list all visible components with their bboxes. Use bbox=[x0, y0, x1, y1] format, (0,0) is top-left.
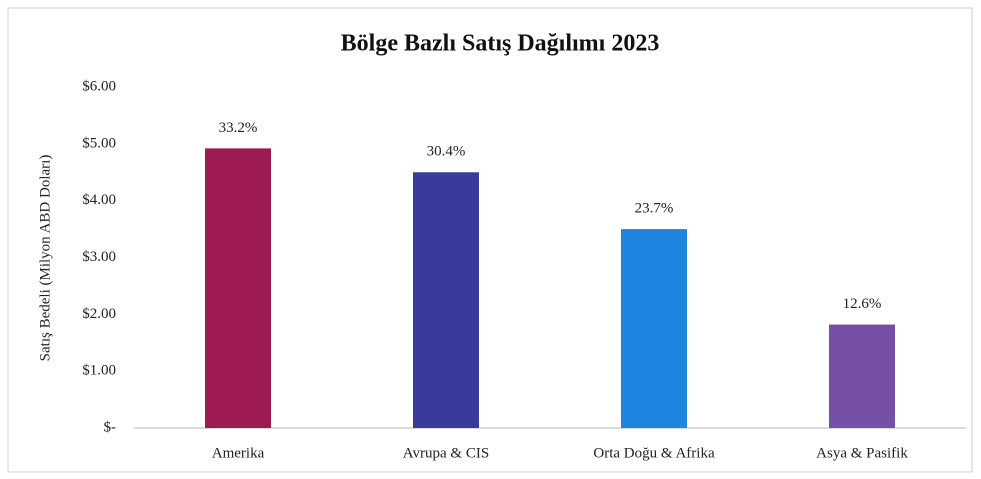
bar bbox=[829, 324, 895, 428]
y-tick-label: $2.00 bbox=[82, 306, 116, 322]
bar bbox=[413, 172, 479, 428]
y-tick-label: $4.00 bbox=[82, 192, 116, 208]
data-label: 33.2% bbox=[219, 120, 258, 136]
y-axis-label: Satış Bedeli (Milyon ABD Doları) bbox=[37, 155, 53, 362]
x-tick-label: Amerika bbox=[212, 445, 265, 461]
y-tick-label: $1.00 bbox=[82, 363, 116, 379]
x-tick-label: Orta Doğu & Afrika bbox=[593, 445, 715, 461]
y-tick-label: $3.00 bbox=[82, 249, 116, 265]
x-tick-label: Avrupa & CIS bbox=[403, 445, 489, 461]
x-tick-label: Asya & Pasifik bbox=[816, 445, 908, 461]
bar bbox=[205, 148, 271, 428]
data-label: 12.6% bbox=[843, 296, 882, 312]
data-label: 23.7% bbox=[635, 201, 674, 217]
data-label: 30.4% bbox=[427, 144, 466, 160]
chart-title: Bölge Bazlı Satış Dağılımı 2023 bbox=[341, 31, 660, 57]
chart-frame bbox=[7, 7, 973, 473]
y-tick-label: $5.00 bbox=[82, 135, 116, 151]
y-tick-label: $6.00 bbox=[82, 78, 116, 94]
bar bbox=[621, 229, 687, 428]
y-tick-label: $- bbox=[104, 419, 117, 435]
